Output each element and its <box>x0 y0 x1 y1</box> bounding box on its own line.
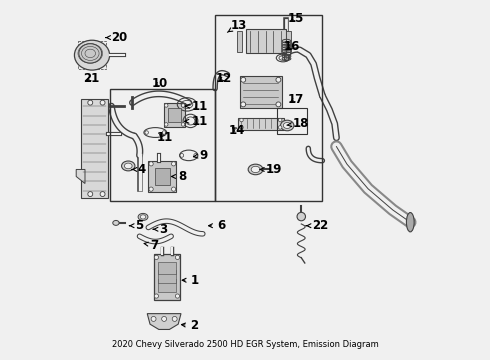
Text: 1: 1 <box>182 274 198 287</box>
Circle shape <box>240 118 243 122</box>
Text: 4: 4 <box>132 163 146 176</box>
Text: 2: 2 <box>181 319 198 332</box>
Text: 5: 5 <box>129 219 144 232</box>
Text: 21: 21 <box>83 72 99 85</box>
Polygon shape <box>169 108 181 122</box>
Circle shape <box>100 192 105 197</box>
Polygon shape <box>164 103 185 127</box>
Text: 15: 15 <box>287 12 304 25</box>
Circle shape <box>165 104 168 107</box>
Bar <box>215 15 322 201</box>
Circle shape <box>149 187 153 191</box>
Polygon shape <box>240 76 282 108</box>
Ellipse shape <box>122 161 135 171</box>
Circle shape <box>172 316 177 321</box>
Text: 3: 3 <box>153 223 167 236</box>
Circle shape <box>175 255 180 260</box>
Text: 19: 19 <box>260 163 282 176</box>
Ellipse shape <box>138 213 148 220</box>
Text: 22: 22 <box>306 219 328 232</box>
Polygon shape <box>286 31 291 51</box>
Polygon shape <box>158 262 176 274</box>
Polygon shape <box>76 170 85 184</box>
Text: 18: 18 <box>287 117 309 130</box>
Bar <box>110 89 215 201</box>
Circle shape <box>100 100 105 105</box>
Polygon shape <box>158 270 176 283</box>
Circle shape <box>276 102 281 107</box>
Text: 2020 Chevy Silverado 2500 HD EGR System, Emission Diagram: 2020 Chevy Silverado 2500 HD EGR System,… <box>112 340 378 349</box>
Polygon shape <box>147 314 181 329</box>
Circle shape <box>162 316 167 321</box>
Text: 11: 11 <box>156 131 172 144</box>
Text: 7: 7 <box>144 239 158 252</box>
Circle shape <box>241 102 245 107</box>
Circle shape <box>276 77 281 82</box>
Text: 17: 17 <box>287 93 303 105</box>
Circle shape <box>240 126 243 129</box>
Text: 12: 12 <box>216 72 232 85</box>
Text: 6: 6 <box>209 219 225 232</box>
Polygon shape <box>81 99 108 198</box>
Text: 9: 9 <box>194 149 208 162</box>
Polygon shape <box>155 168 170 185</box>
Text: 20: 20 <box>106 31 127 44</box>
Ellipse shape <box>280 120 294 131</box>
Polygon shape <box>238 118 284 130</box>
Ellipse shape <box>406 212 414 232</box>
Polygon shape <box>148 161 176 192</box>
Circle shape <box>154 255 158 260</box>
Ellipse shape <box>113 220 119 225</box>
Circle shape <box>88 100 93 105</box>
Circle shape <box>278 118 282 122</box>
Polygon shape <box>153 254 180 300</box>
Polygon shape <box>158 279 176 292</box>
Polygon shape <box>246 29 286 53</box>
Ellipse shape <box>124 163 132 169</box>
Circle shape <box>149 162 153 166</box>
Ellipse shape <box>251 166 260 172</box>
Circle shape <box>181 123 185 126</box>
Polygon shape <box>238 31 242 51</box>
Circle shape <box>154 294 158 298</box>
Text: 14: 14 <box>229 124 245 137</box>
Circle shape <box>151 316 156 321</box>
Circle shape <box>172 187 176 191</box>
Text: 11: 11 <box>185 115 208 128</box>
Ellipse shape <box>140 215 146 219</box>
Circle shape <box>181 104 185 107</box>
Circle shape <box>165 123 168 126</box>
Circle shape <box>88 192 93 197</box>
Circle shape <box>278 126 282 129</box>
Text: 8: 8 <box>172 170 186 183</box>
Text: 13: 13 <box>227 19 246 32</box>
Ellipse shape <box>283 122 291 129</box>
Bar <box>277 108 307 134</box>
Ellipse shape <box>74 40 110 70</box>
Text: 10: 10 <box>152 77 168 90</box>
Circle shape <box>241 77 245 82</box>
Text: 11: 11 <box>186 100 208 113</box>
Circle shape <box>172 162 176 166</box>
Circle shape <box>175 294 180 298</box>
Ellipse shape <box>79 44 102 63</box>
Text: 16: 16 <box>284 40 300 53</box>
Circle shape <box>297 212 305 221</box>
Ellipse shape <box>248 164 263 175</box>
